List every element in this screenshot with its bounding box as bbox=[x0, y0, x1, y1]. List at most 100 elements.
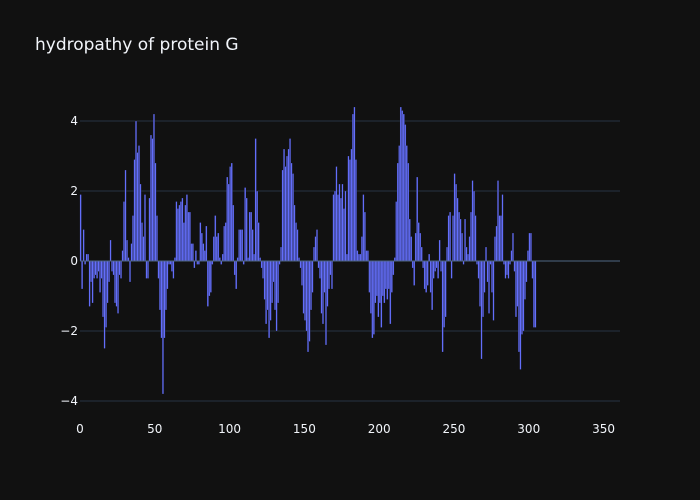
bar bbox=[157, 260, 160, 279]
bar bbox=[314, 236, 317, 262]
bar bbox=[268, 260, 271, 339]
bar bbox=[401, 110, 404, 262]
bar bbox=[148, 197, 151, 262]
bar bbox=[462, 260, 465, 265]
bar bbox=[525, 260, 528, 283]
x-tick-label: 350 bbox=[592, 422, 615, 436]
bar bbox=[251, 229, 254, 262]
bar bbox=[287, 148, 290, 262]
bar bbox=[175, 201, 178, 262]
bar bbox=[422, 260, 425, 269]
bar bbox=[286, 155, 289, 262]
bar bbox=[144, 194, 146, 262]
bar bbox=[197, 260, 200, 265]
bar bbox=[133, 159, 136, 262]
bar bbox=[109, 239, 112, 262]
bar bbox=[138, 145, 140, 262]
bar bbox=[386, 260, 389, 300]
bar bbox=[351, 113, 354, 262]
bar bbox=[153, 113, 155, 262]
bar bbox=[165, 260, 167, 311]
bar bbox=[332, 194, 335, 262]
bar bbox=[479, 260, 481, 307]
bar bbox=[289, 138, 291, 262]
bar bbox=[372, 260, 375, 335]
bar bbox=[398, 145, 401, 262]
bar bbox=[488, 260, 490, 314]
bar bbox=[151, 138, 154, 262]
bar bbox=[91, 260, 94, 304]
bar bbox=[224, 222, 227, 262]
bar bbox=[357, 253, 360, 262]
bar bbox=[200, 232, 203, 262]
bar bbox=[126, 239, 128, 262]
bar bbox=[106, 260, 109, 304]
bar bbox=[278, 260, 281, 265]
bar bbox=[483, 260, 486, 293]
bar bbox=[90, 260, 93, 283]
bar bbox=[205, 225, 208, 262]
bar bbox=[485, 246, 487, 262]
bar bbox=[347, 155, 350, 262]
bar bbox=[272, 260, 275, 283]
bar bbox=[284, 166, 287, 262]
bar bbox=[381, 260, 384, 297]
bar bbox=[253, 253, 256, 262]
bar bbox=[507, 260, 510, 279]
bar bbox=[232, 204, 235, 262]
bar bbox=[154, 162, 157, 262]
bar bbox=[516, 260, 519, 307]
bar bbox=[199, 222, 202, 262]
bar bbox=[112, 260, 115, 276]
bar bbox=[529, 232, 532, 262]
y-tick-label: 0 bbox=[70, 254, 78, 268]
bar bbox=[471, 180, 474, 262]
bar bbox=[121, 250, 124, 262]
bar bbox=[461, 232, 464, 262]
bar bbox=[84, 260, 87, 265]
bar bbox=[440, 260, 443, 272]
bar bbox=[426, 260, 429, 286]
bar bbox=[515, 260, 517, 318]
bar bbox=[304, 260, 306, 321]
bar bbox=[404, 124, 407, 262]
bar bbox=[212, 236, 215, 262]
bar bbox=[528, 232, 531, 262]
bar bbox=[187, 211, 190, 262]
bar bbox=[476, 260, 478, 265]
x-tick-label: 200 bbox=[368, 422, 391, 436]
bar bbox=[162, 260, 164, 395]
bar bbox=[178, 204, 181, 262]
bar bbox=[363, 211, 366, 262]
bar bbox=[498, 215, 501, 262]
bar bbox=[323, 260, 326, 293]
bar bbox=[193, 260, 196, 269]
bar bbox=[510, 250, 513, 262]
x-axis-ticks: 0 50 100 150 200 250 300 350 bbox=[76, 422, 615, 436]
bar bbox=[230, 162, 233, 262]
bar bbox=[329, 260, 332, 276]
bar bbox=[482, 260, 484, 318]
bar bbox=[331, 260, 333, 290]
bar bbox=[217, 232, 220, 262]
bar bbox=[220, 260, 223, 265]
bar bbox=[335, 166, 338, 262]
bar bbox=[305, 260, 308, 332]
bar bbox=[263, 260, 266, 300]
y-tick-label: −4 bbox=[60, 394, 78, 408]
bar bbox=[203, 250, 206, 262]
bar bbox=[489, 260, 492, 265]
bar bbox=[221, 253, 224, 262]
bar bbox=[227, 183, 230, 262]
bar bbox=[450, 260, 453, 279]
bar bbox=[79, 194, 82, 262]
x-tick-label: 50 bbox=[147, 422, 162, 436]
bar bbox=[453, 173, 456, 262]
bar bbox=[486, 260, 489, 283]
bar bbox=[368, 260, 371, 293]
bar bbox=[390, 260, 393, 293]
bar bbox=[313, 246, 315, 262]
bar bbox=[416, 176, 419, 262]
bar bbox=[293, 204, 296, 262]
bar bbox=[103, 260, 106, 349]
